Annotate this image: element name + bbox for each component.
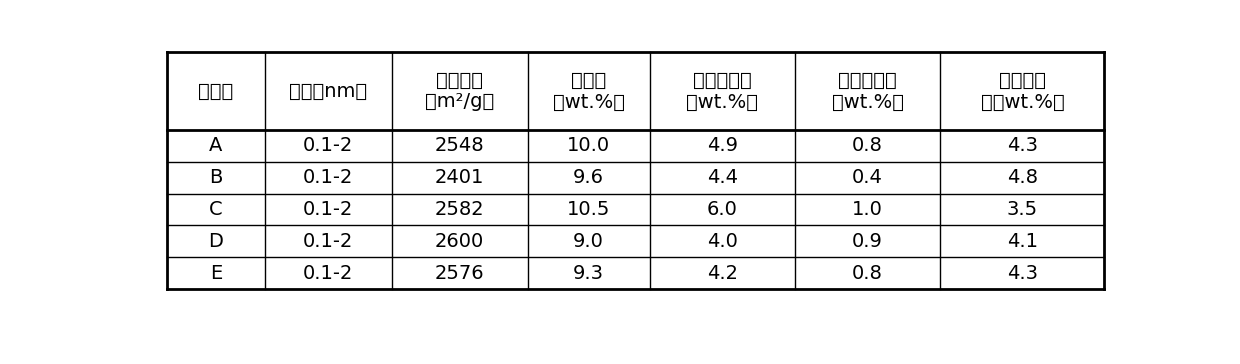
Text: 4.4: 4.4 [707, 168, 738, 187]
Text: 2401: 2401 [435, 168, 485, 187]
Text: 2576: 2576 [435, 264, 485, 283]
Text: 4.0: 4.0 [707, 232, 738, 251]
Text: 0.1-2: 0.1-2 [303, 264, 353, 283]
Text: 6.0: 6.0 [707, 200, 738, 219]
Text: 催化剂: 催化剂 [198, 82, 233, 100]
Text: 0.8: 0.8 [852, 136, 883, 155]
Text: 比表面积
（m²/g）: 比表面积 （m²/g） [425, 71, 495, 111]
Text: 吡啶氮含量
（wt.%）: 吡啶氮含量 （wt.%） [686, 71, 758, 111]
Text: 4.2: 4.2 [707, 264, 738, 283]
Text: 0.1-2: 0.1-2 [303, 136, 353, 155]
Text: 0.1-2: 0.1-2 [303, 232, 353, 251]
Text: 10.0: 10.0 [567, 136, 610, 155]
Text: E: E [210, 264, 222, 283]
Text: 4.1: 4.1 [1007, 232, 1038, 251]
Text: 2600: 2600 [435, 232, 485, 251]
Text: 4.8: 4.8 [1007, 168, 1038, 187]
Text: 4.9: 4.9 [707, 136, 738, 155]
Text: 2548: 2548 [435, 136, 485, 155]
Text: D: D [208, 232, 223, 251]
Text: 1.0: 1.0 [852, 200, 883, 219]
Text: A: A [210, 136, 222, 155]
Text: 9.6: 9.6 [573, 168, 604, 187]
Text: C: C [210, 200, 223, 219]
Text: 孔径（nm）: 孔径（nm） [289, 82, 367, 100]
Text: 0.8: 0.8 [852, 264, 883, 283]
Text: 0.1-2: 0.1-2 [303, 200, 353, 219]
Text: 2582: 2582 [435, 200, 485, 219]
Text: 4.3: 4.3 [1007, 136, 1038, 155]
Text: 3.5: 3.5 [1007, 200, 1038, 219]
Text: 0.9: 0.9 [852, 232, 883, 251]
Text: 0.4: 0.4 [852, 168, 883, 187]
Text: 10.5: 10.5 [567, 200, 610, 219]
Text: B: B [210, 168, 222, 187]
Text: 吡咯氮含量
（wt.%）: 吡咯氮含量 （wt.%） [832, 71, 904, 111]
Text: 4.3: 4.3 [1007, 264, 1038, 283]
Text: 0.1-2: 0.1-2 [303, 168, 353, 187]
Text: 氨基氮含
量（wt.%）: 氨基氮含 量（wt.%） [981, 71, 1064, 111]
Text: 9.0: 9.0 [573, 232, 604, 251]
Text: 氮含量
（wt.%）: 氮含量 （wt.%） [553, 71, 625, 111]
Text: 9.3: 9.3 [573, 264, 604, 283]
